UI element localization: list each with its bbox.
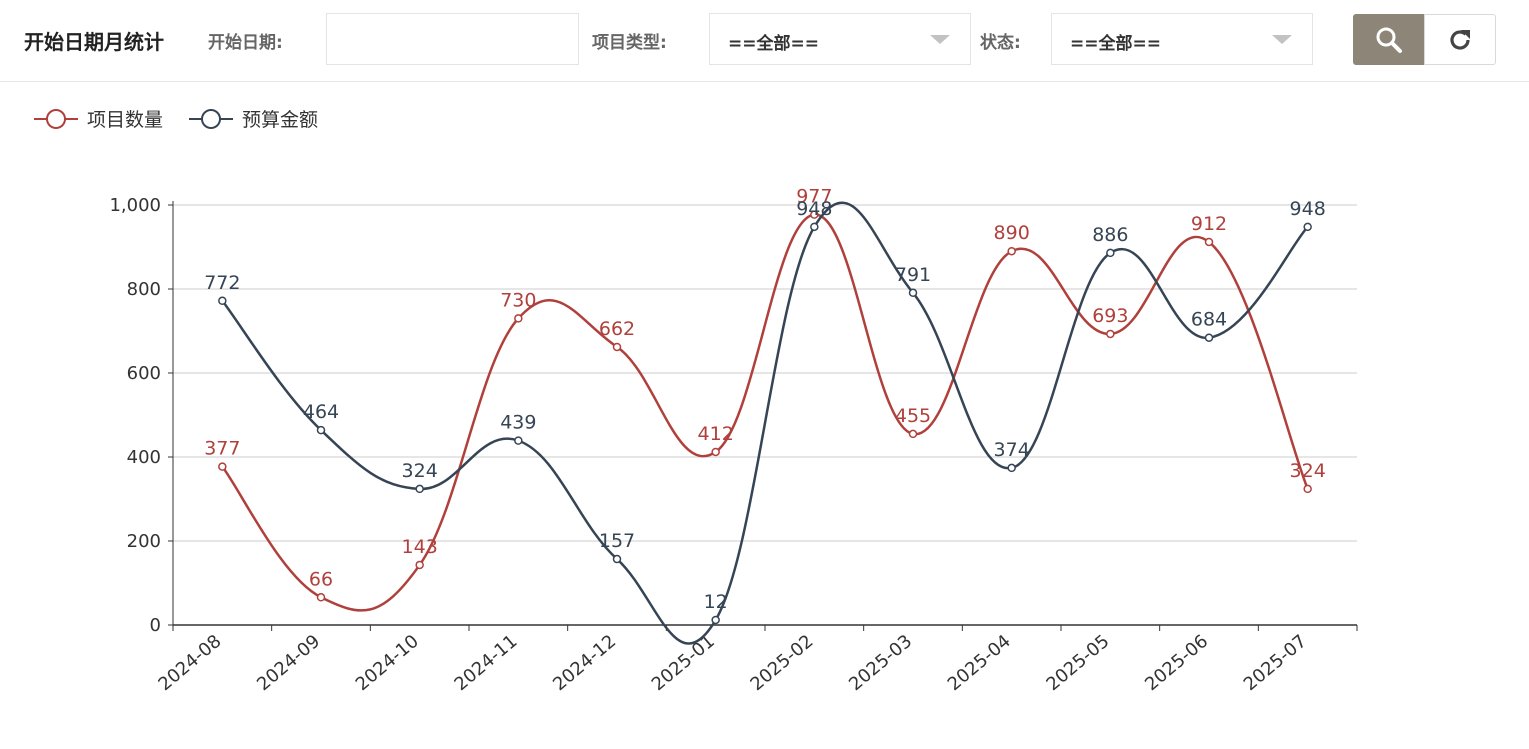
- data-point: [1303, 222, 1312, 232]
- data-point: [1106, 329, 1115, 339]
- x-tick-label: 2025-07: [1240, 631, 1311, 695]
- legend-item: 项目数量: [34, 109, 163, 131]
- data-label: 66: [309, 568, 333, 590]
- data-point: [218, 296, 227, 306]
- data-label: 772: [204, 272, 240, 294]
- y-tick-label: 1,000: [109, 195, 161, 216]
- data-label: 948: [1290, 198, 1326, 220]
- legend-label: 预算金额: [242, 109, 318, 131]
- data-point: [1204, 333, 1214, 342]
- refresh-icon: [1450, 29, 1470, 50]
- data-point: [1007, 246, 1016, 256]
- y-tick-label: 800: [127, 279, 161, 300]
- refresh-button[interactable]: [1424, 14, 1496, 65]
- chevron-down-icon: [930, 35, 950, 44]
- x-tick-label: 2025-04: [944, 631, 1015, 695]
- legend-marker: [201, 109, 221, 129]
- y-tick-label: 400: [127, 447, 161, 468]
- data-point: [711, 447, 720, 457]
- chart-container: 0 200 400 600 800 1,000 2024-08 2024-09 2024-10 2…: [0, 83, 1529, 745]
- x-tick-label: 2025-02: [746, 631, 817, 695]
- data-label: 324: [1290, 460, 1326, 482]
- data-label: 12: [704, 591, 728, 613]
- data-point: [415, 560, 424, 570]
- data-label: 693: [1092, 305, 1128, 327]
- y-tick-label: 600: [127, 363, 161, 384]
- search-button[interactable]: [1353, 14, 1425, 65]
- project-type-value: ==全部==: [728, 34, 819, 54]
- x-tick-label: 2024-12: [549, 631, 620, 695]
- x-tick-label: 2025-01: [648, 631, 719, 695]
- data-point: [612, 554, 622, 564]
- data-label: 886: [1092, 224, 1128, 246]
- data-point: [908, 288, 918, 298]
- x-tick-label: 2024-08: [154, 631, 225, 695]
- legend-label: 项目数量: [87, 109, 163, 131]
- data-label: 377: [204, 438, 240, 460]
- data-point: [810, 210, 819, 219]
- data-point: [1303, 484, 1312, 494]
- y-tick-label: 200: [127, 531, 161, 552]
- x-tick-label: 2024-10: [352, 631, 423, 695]
- y-tick-label: 0: [150, 615, 161, 636]
- data-label: 157: [599, 530, 635, 552]
- status-value: ==全部==: [1070, 34, 1161, 54]
- data-point: [1106, 248, 1115, 258]
- status-label: 状态:: [980, 33, 1021, 53]
- data-label: 912: [1191, 213, 1227, 235]
- project-type-select[interactable]: ==全部==: [709, 13, 971, 65]
- status-select[interactable]: ==全部==: [1051, 13, 1313, 65]
- data-label: 374: [994, 439, 1030, 461]
- data-label: 439: [500, 412, 536, 434]
- data-point: [514, 436, 523, 445]
- legend-item: 预算金额: [189, 109, 318, 131]
- legend-marker: [46, 109, 66, 129]
- line-chart: 0 200 400 600 800 1,000 2024-08 2024-09 2024-10 2…: [34, 109, 1358, 695]
- page-title: 开始日期月统计: [24, 30, 164, 54]
- data-point: [612, 342, 622, 352]
- x-tick-label: 2024-09: [253, 631, 324, 695]
- data-point: [1007, 463, 1016, 473]
- data-point: [1204, 237, 1214, 247]
- data-label: 464: [303, 401, 339, 423]
- x-tick-label: 2025-03: [845, 631, 916, 695]
- data-label: 324: [402, 460, 438, 482]
- x-tick-label: 2024-11: [450, 631, 521, 695]
- series-line-1: [221, 213, 1309, 612]
- data-point: [316, 593, 326, 602]
- search-icon: [1376, 27, 1402, 53]
- data-label: 143: [402, 536, 438, 558]
- data-point: [711, 615, 720, 625]
- data-point: [415, 484, 424, 494]
- filter-toolbar: 开始日期月统计 开始日期: 项目类型: ==全部== 状态: ==全部==: [0, 0, 1529, 82]
- x-tick-label: 2025-05: [1042, 631, 1113, 695]
- start-date-input[interactable]: [326, 13, 579, 65]
- data-label: 684: [1191, 309, 1227, 331]
- data-point: [514, 314, 523, 323]
- data-label: 791: [895, 264, 931, 286]
- data-label: 412: [698, 423, 734, 445]
- data-point: [316, 425, 326, 435]
- data-point: [218, 462, 227, 471]
- x-tick-label: 2025-06: [1141, 631, 1212, 695]
- data-label: 890: [994, 222, 1030, 244]
- chevron-down-icon: [1272, 35, 1292, 44]
- data-point: [908, 429, 918, 439]
- data-label: 977: [796, 186, 832, 208]
- series-line-2: [221, 201, 1309, 645]
- data-label: 948: [796, 198, 832, 220]
- project-type-label: 项目类型:: [592, 33, 667, 53]
- start-date-label: 开始日期:: [208, 33, 283, 53]
- data-point: [810, 222, 819, 232]
- data-label: 662: [599, 318, 635, 340]
- data-label: 455: [895, 405, 931, 427]
- data-label: 730: [500, 289, 536, 311]
